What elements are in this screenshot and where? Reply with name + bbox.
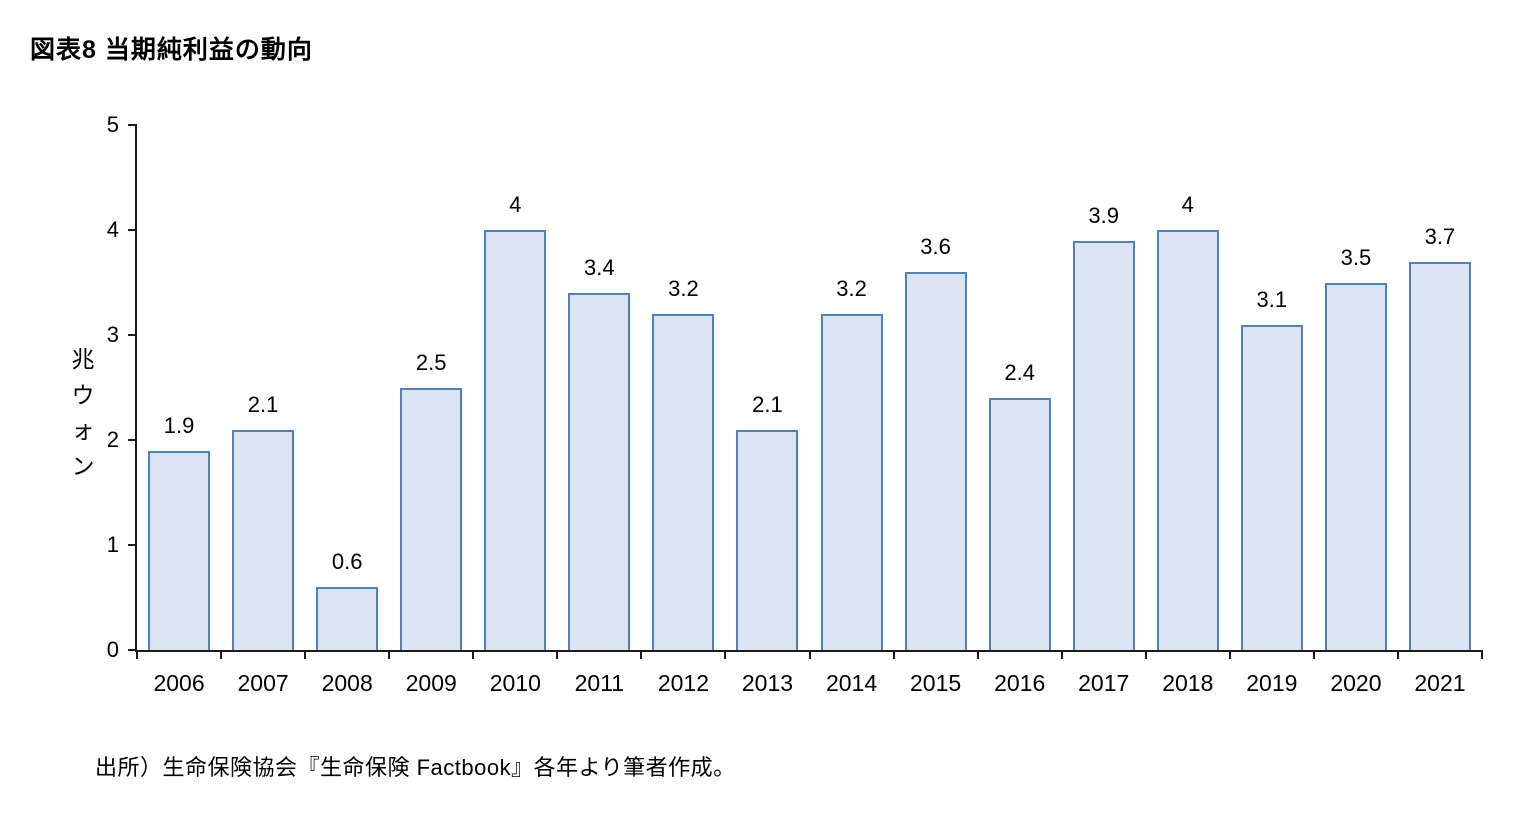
x-tick-mark: [1396, 650, 1399, 659]
bar-2014: [820, 314, 883, 650]
bar-2015: [904, 272, 967, 650]
bar-2009: [400, 387, 463, 650]
bar-2020: [1324, 282, 1387, 650]
y-tick-label-4: 4: [106, 217, 119, 242]
y-tick-mark: [128, 439, 137, 441]
x-tick-mark: [220, 650, 223, 659]
y-tick-mark: [128, 124, 137, 126]
x-tick-mark: [724, 650, 727, 659]
bar-value-label-2016: 2.4: [1004, 360, 1035, 385]
x-axis-label-2018: 2018: [1162, 670, 1214, 696]
x-tick-mark: [640, 650, 643, 659]
bar-2007: [232, 429, 295, 650]
x-axis-label-2013: 2013: [741, 670, 794, 696]
bar-2017: [1072, 240, 1135, 650]
bar-2018: [1156, 230, 1219, 650]
bar-value-label-2014: 3.2: [836, 276, 867, 301]
y-tick-mark: [128, 544, 137, 546]
bar-2010: [484, 230, 547, 650]
x-axis-label-2014: 2014: [825, 670, 878, 696]
y-tick-mark: [128, 649, 137, 651]
y-tick-mark: [128, 229, 137, 231]
x-tick-mark: [472, 650, 475, 659]
x-axis-label-2016: 2016: [994, 670, 1046, 696]
bar-2011: [568, 293, 631, 650]
y-tick-label-5: 5: [106, 112, 119, 137]
x-tick-mark: [1481, 650, 1483, 659]
bar-value-label-2010: 4: [509, 192, 522, 217]
bar-value-label-2017: 3.9: [1088, 202, 1120, 228]
x-tick-mark: [892, 650, 895, 659]
x-tick-mark: [388, 650, 391, 659]
x-tick-mark: [1060, 650, 1063, 659]
x-tick-mark: [1228, 650, 1231, 659]
x-axis-label-2009: 2009: [405, 670, 457, 696]
x-axis-label-2021: 2021: [1414, 670, 1466, 696]
x-axis-label-2006: 2006: [153, 670, 205, 696]
x-axis-label-2020: 2020: [1330, 670, 1382, 696]
bar-value-label-2013: 2.1: [752, 391, 783, 417]
y-tick-label-2: 2: [106, 427, 119, 452]
x-axis-label-2007: 2007: [237, 670, 289, 696]
bar-value-label-2009: 2.5: [415, 349, 447, 375]
bar-2013: [736, 429, 799, 650]
bar-2012: [652, 314, 715, 650]
bar-value-label-2018: 4: [1181, 192, 1194, 217]
y-tick-mark: [128, 334, 137, 336]
bar-2006: [148, 450, 211, 650]
x-axis-label-2019: 2019: [1246, 670, 1298, 696]
y-tick-label-0: 0: [106, 637, 119, 662]
x-axis-label-2015: 2015: [910, 670, 962, 696]
x-axis-label-2011: 2011: [574, 670, 625, 696]
bar-value-label-2015: 3.6: [920, 234, 951, 259]
bar-2016: [988, 398, 1051, 650]
bar-2021: [1408, 261, 1471, 650]
bar-value-label-2011: 3.4: [584, 255, 615, 280]
x-axis-label-2010: 2010: [489, 670, 541, 696]
x-tick-mark: [304, 650, 307, 659]
x-tick-mark: [1144, 650, 1147, 659]
chart-title: 図表8 当期純利益の動向: [30, 36, 313, 64]
x-axis-label-2017: 2017: [1078, 670, 1130, 696]
bar-value-label-2021: 3.7: [1424, 223, 1456, 249]
bar-2008: [316, 587, 379, 650]
y-tick-label-1: 1: [106, 532, 119, 557]
bar-value-label-2008: 0.6: [331, 549, 363, 574]
x-axis-label-2012: 2012: [657, 670, 709, 696]
x-tick-mark: [976, 650, 979, 659]
bar-value-label-2019: 3.1: [1256, 286, 1288, 312]
x-tick-mark: [1312, 650, 1315, 659]
bar-2019: [1240, 324, 1303, 650]
bar-value-label-2012: 3.2: [668, 276, 699, 301]
x-axis-label-2008: 2008: [321, 670, 373, 696]
bar-value-label-2020: 3.5: [1340, 244, 1372, 270]
x-tick-mark: [556, 650, 559, 659]
x-tick-mark: [808, 650, 811, 659]
source-note: 出所）生命保険協会『生命保険 Factbook』各年より筆者作成。: [95, 755, 736, 780]
y-axis-title: 兆ウォン: [71, 346, 95, 479]
x-tick-mark: [136, 650, 138, 659]
y-tick-label-3: 3: [106, 322, 119, 347]
bar-value-label-2007: 2.1: [247, 391, 279, 417]
bar-value-label-2006: 1.9: [163, 412, 195, 438]
plot-area: 0 1 2 3 4 5 1.9 2006 2.1 2007 0.6 2008 2.5 2009 4 2010 3…: [107, 112, 1483, 696]
